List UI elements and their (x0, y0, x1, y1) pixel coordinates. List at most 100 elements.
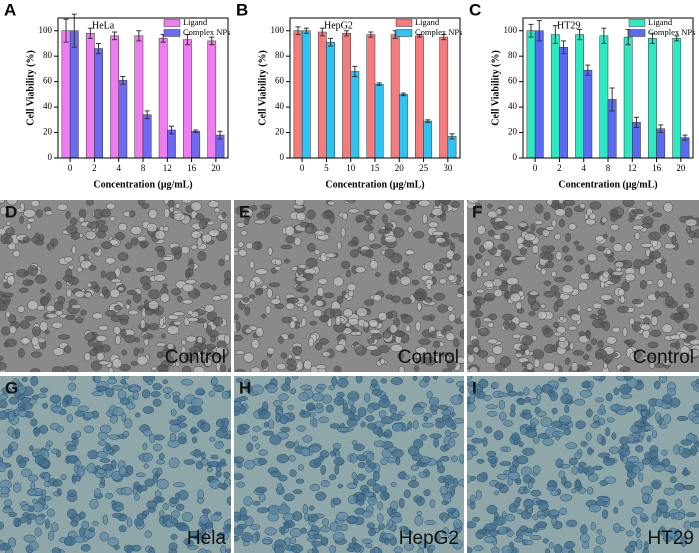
cell (362, 510, 373, 518)
cell (507, 471, 520, 481)
cell (540, 303, 546, 309)
cell (667, 527, 677, 538)
cell (484, 426, 493, 434)
cell (640, 323, 651, 331)
y-tick-label: 40 (275, 101, 285, 111)
cell (588, 380, 594, 388)
cell (434, 532, 441, 543)
cell (157, 261, 167, 272)
cell (428, 235, 437, 244)
cell (432, 230, 445, 237)
cell (659, 224, 666, 235)
cell (562, 387, 569, 395)
cell (562, 265, 573, 272)
cell (556, 298, 564, 308)
cell (337, 378, 349, 388)
cell (592, 302, 603, 309)
cell (370, 333, 383, 340)
cell (239, 395, 248, 402)
cell (142, 510, 150, 516)
cell (491, 381, 499, 389)
cell (565, 207, 573, 218)
cell (234, 525, 244, 536)
cell (98, 440, 108, 446)
cell (422, 315, 433, 321)
cell (687, 238, 694, 244)
cell (467, 290, 472, 296)
cell (559, 507, 568, 516)
cell (12, 482, 22, 493)
cell (0, 355, 4, 362)
cell (174, 361, 181, 367)
y-tick-label: 100 (271, 25, 285, 35)
y-tick-label: 0 (280, 152, 285, 162)
cell (256, 213, 263, 219)
cell (433, 292, 446, 301)
cell (118, 466, 127, 477)
cell (42, 402, 49, 409)
cell (69, 217, 78, 226)
x-axis-label: Concentration (μg/mL) (325, 179, 424, 190)
cell (585, 330, 591, 340)
cell (542, 538, 549, 544)
x-tick-label: 16 (652, 163, 662, 173)
cell (471, 339, 480, 346)
cell (85, 230, 97, 240)
cell (624, 273, 636, 282)
bar (447, 136, 457, 159)
cell (356, 307, 368, 318)
cell (346, 418, 358, 427)
cell (0, 461, 7, 473)
cell (238, 249, 248, 257)
y-tick-label: 100 (504, 25, 518, 35)
bar (110, 35, 119, 159)
cell (657, 499, 668, 505)
cell (7, 444, 13, 455)
cell (645, 200, 654, 207)
cell (412, 376, 418, 381)
cell (169, 423, 182, 433)
cell (369, 260, 379, 270)
cell (639, 279, 647, 290)
cell (33, 427, 41, 433)
cell (523, 387, 530, 396)
cell (312, 309, 323, 318)
cell (148, 300, 159, 310)
cell (487, 322, 494, 328)
cell (105, 492, 114, 499)
cell (145, 267, 155, 272)
bar (672, 38, 682, 159)
cell (142, 283, 152, 291)
cell (0, 206, 8, 216)
cell (360, 421, 366, 428)
cell (398, 365, 405, 372)
cell (505, 514, 516, 522)
cell (638, 313, 647, 320)
legend-swatch (395, 29, 413, 37)
cell (224, 334, 231, 345)
cell (659, 291, 669, 298)
cell (368, 319, 379, 328)
cell (278, 335, 284, 344)
cell (217, 531, 226, 538)
cell (472, 516, 480, 522)
cell (365, 415, 375, 422)
legend-swatch (395, 19, 413, 27)
cell (563, 200, 576, 206)
cell (500, 446, 508, 452)
cell (446, 508, 457, 514)
cell (476, 224, 486, 236)
cell (244, 378, 251, 386)
cell (335, 315, 342, 326)
cell (66, 455, 78, 463)
cell (661, 449, 668, 456)
cell (585, 343, 592, 352)
cell (361, 538, 373, 544)
cell (364, 392, 371, 403)
panel-label: C (469, 0, 481, 19)
cell (446, 359, 457, 370)
cell (213, 384, 225, 393)
cell (14, 428, 20, 439)
cell (92, 520, 99, 526)
cell (28, 541, 39, 551)
